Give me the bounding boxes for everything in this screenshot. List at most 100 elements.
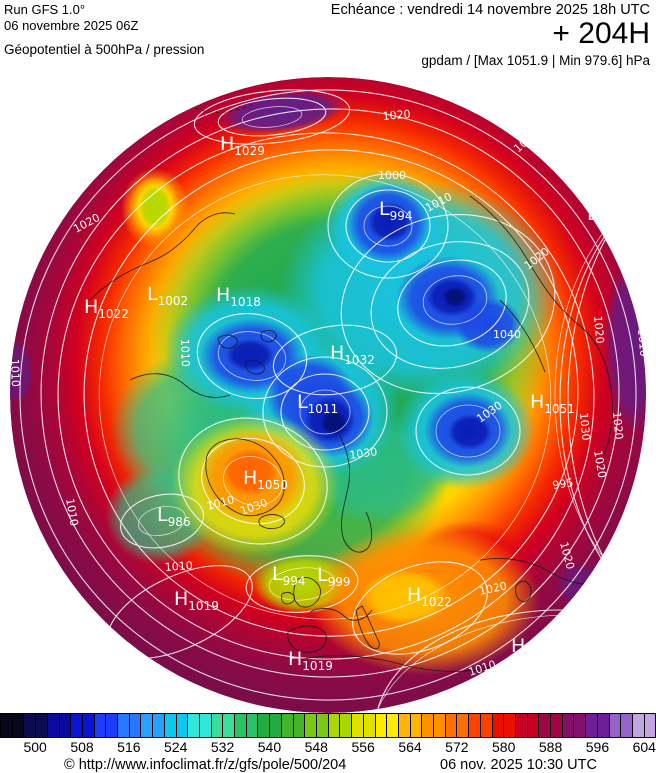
colorbar-cell xyxy=(551,714,563,737)
colorbar xyxy=(0,713,656,738)
colorbar-cell xyxy=(12,714,25,737)
colorbar-cell xyxy=(223,714,236,737)
colorbar-tick-label: 564 xyxy=(398,739,422,755)
colorbar-cell xyxy=(398,714,411,737)
colorbar-cell xyxy=(562,714,575,737)
colorbar-cell xyxy=(609,714,622,737)
colorbar-cell xyxy=(352,714,364,737)
colorbar-cell xyxy=(527,714,540,737)
isobar-label: 1000 xyxy=(378,169,406,182)
colorbar-cell xyxy=(281,714,294,737)
isobar-label: 1010 xyxy=(8,359,22,387)
colorbar-tick-label: 532 xyxy=(210,739,235,755)
valid-time: Echéance : vendredi 14 novembre 2025 18h… xyxy=(330,2,650,18)
colorbar-cell xyxy=(457,714,470,737)
colorbar-cell xyxy=(47,714,60,737)
colorbar-tick-label: 588 xyxy=(538,739,563,755)
minmax-stats: gpdam / [Max 1051.9 | Min 979.6] hPa xyxy=(421,53,650,68)
colorbar-tick-label: 596 xyxy=(585,739,610,755)
isobar-label: 995 xyxy=(552,476,575,492)
colorbar-tick-label: 580 xyxy=(492,739,516,755)
header-left: Run GFS 1.0° 06 novembre 2025 06Z xyxy=(4,2,138,34)
colorbar-cell xyxy=(246,714,259,737)
colorbar-cell xyxy=(644,714,656,737)
colorbar-ticks: 500 508 516 524 532 540 548 556 564 572 580 588 596 6… xyxy=(0,739,656,757)
colorbar-tick-label: 516 xyxy=(117,739,141,755)
colorbar-cell xyxy=(258,714,271,737)
colorbar-tick-label: 524 xyxy=(164,739,188,755)
colorbar-cell xyxy=(141,714,154,737)
colorbar-cell xyxy=(129,714,142,737)
colorbar-cell xyxy=(118,714,130,737)
isobar-label: 1020 xyxy=(591,449,609,479)
colorbar-tick-label: 508 xyxy=(70,739,94,755)
colorbar-cell xyxy=(24,714,37,737)
isobar-label: 1040 xyxy=(493,328,521,341)
colorbar-tick-label: 556 xyxy=(351,739,375,755)
colorbar-cell xyxy=(71,714,83,737)
pressure-center-h: H xyxy=(511,635,525,657)
colorbar-cell xyxy=(270,714,282,737)
colorbar-tick-label: 500 xyxy=(23,739,47,755)
isobar-label: 1020 xyxy=(478,579,508,598)
isobar-label: 1030 xyxy=(349,445,379,462)
colorbar-cell xyxy=(164,714,177,737)
header-right: Echéance : vendredi 14 novembre 2025 18h… xyxy=(331,2,650,68)
colorbar-cell xyxy=(445,714,458,737)
colorbar-cell xyxy=(363,714,376,737)
colorbar-cell xyxy=(480,714,493,737)
colorbar-cell xyxy=(153,714,165,737)
lead-time: + 204H xyxy=(552,17,650,50)
isobar-label: 1010 xyxy=(178,339,192,367)
colorbar-tick-label: 540 xyxy=(257,739,282,755)
colorbar-cell xyxy=(328,714,341,737)
colorbar-cell xyxy=(82,714,95,737)
colorbar-cell xyxy=(469,714,481,737)
pressure-center-l: L994 xyxy=(272,563,306,588)
colorbar-cell xyxy=(1,714,13,737)
warm-blobs xyxy=(121,168,540,675)
colorbar-cell xyxy=(106,714,119,737)
colorbar-cell xyxy=(387,714,399,737)
model-run: Run GFS 1.0° xyxy=(4,2,86,17)
colorbar-cell xyxy=(574,714,587,737)
colorbar-tick-label: 572 xyxy=(445,739,469,755)
colorbar-cell xyxy=(293,714,306,737)
generation-timestamp: 06 nov. 2025 10:30 UTC xyxy=(440,757,597,773)
isobar-label: 1010 xyxy=(635,328,650,357)
colorbar-cell xyxy=(188,714,200,737)
colorbar-cell xyxy=(422,714,435,737)
cold-blobs xyxy=(165,170,560,490)
colorbar-cell xyxy=(375,714,388,737)
colorbar-tick-label: 604 xyxy=(632,739,656,755)
run-date: 06 novembre 2025 06Z xyxy=(4,18,139,33)
parameter-title: Géopotentiel à 500hPa / pression xyxy=(4,42,205,57)
colorbar-cell xyxy=(199,714,212,737)
colorbar-cell xyxy=(539,714,552,737)
pressure-center-l: L xyxy=(587,203,598,225)
isobar-label: 1030 xyxy=(577,412,592,441)
isobar-label: 1010 xyxy=(63,497,81,527)
isobar-label: 1020 xyxy=(610,411,625,440)
colorbar-cell xyxy=(176,714,189,737)
colorbar-tick-label: 548 xyxy=(304,739,328,755)
colorbar-cell xyxy=(59,714,72,737)
coastlines xyxy=(89,103,613,672)
colorbar-cell xyxy=(316,714,329,737)
colorbar-cell xyxy=(515,714,528,737)
colorbar-cell xyxy=(632,714,645,737)
source-url: © http://www.infoclimat.fr/z/gfs/pole/50… xyxy=(64,757,347,773)
isobar-label: 1010 xyxy=(164,559,193,574)
colorbar-cell xyxy=(94,714,107,737)
colorbar-cell xyxy=(36,714,48,737)
colorbar-cell xyxy=(621,714,633,737)
isobar-label: 1020 xyxy=(591,315,606,344)
colorbar-cell xyxy=(410,714,423,737)
colorbar-cell xyxy=(492,714,505,737)
colorbar-cell xyxy=(434,714,446,737)
colorbar-cell xyxy=(504,714,516,737)
colorbar-cell xyxy=(235,714,247,737)
